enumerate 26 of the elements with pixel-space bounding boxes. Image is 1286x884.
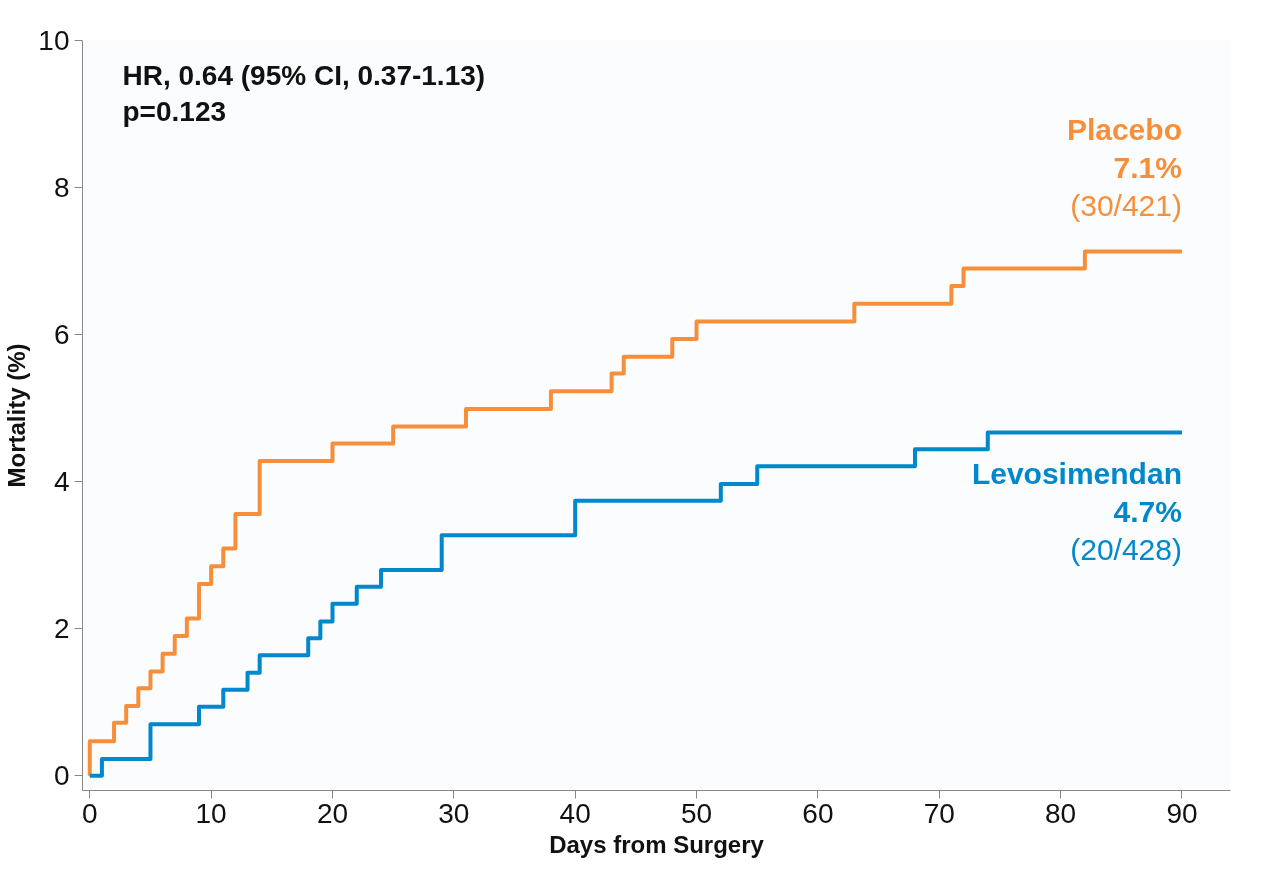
y-axis-title: Mortality (%) <box>3 343 31 488</box>
x-tick-label: 0 <box>82 797 98 829</box>
x-tick-label: 70 <box>923 797 955 829</box>
annotation: (20/428) <box>1070 533 1182 567</box>
x-tick-label: 90 <box>1166 797 1198 829</box>
y-tick-label: 4 <box>53 466 70 498</box>
annotation: (30/421) <box>1070 188 1182 222</box>
y-tick-label: 8 <box>53 172 70 204</box>
y-tick-label: 0 <box>53 760 70 792</box>
annotation: HR, 0.64 (95% CI, 0.37-1.13) <box>122 59 486 91</box>
annotation: 7.1% <box>1113 150 1182 184</box>
y-tick-label: 10 <box>38 25 70 56</box>
x-axis-title: Days from Surgery <box>549 830 765 858</box>
annotation: p=0.123 <box>122 95 227 127</box>
y-tick-label: 6 <box>53 319 70 351</box>
y-tick-label: 2 <box>53 613 70 645</box>
x-tick-label: 80 <box>1045 797 1077 829</box>
x-tick-label: 10 <box>195 797 227 829</box>
x-tick-label: 20 <box>316 797 349 829</box>
series-label: Levosimendan <box>971 457 1182 491</box>
x-tick-label: 30 <box>438 797 470 829</box>
text: Placebo <box>1066 112 1182 146</box>
x-tick-label: 60 <box>802 797 834 829</box>
x-tick-label: 50 <box>680 797 713 829</box>
x-tick-label: 40 <box>559 797 591 829</box>
annotation: 4.7% <box>1113 495 1182 529</box>
